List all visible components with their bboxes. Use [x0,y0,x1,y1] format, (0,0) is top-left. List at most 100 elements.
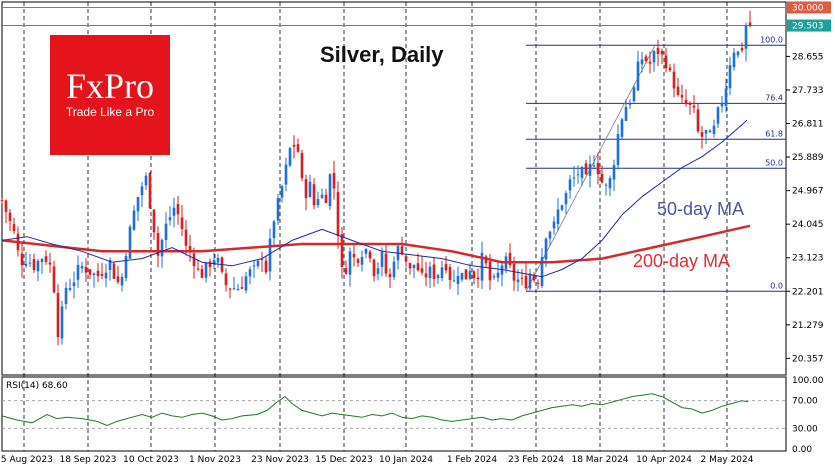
candle-body [296,144,300,152]
candle-body [324,194,328,204]
candle-body [452,280,456,282]
candle-body [672,71,676,89]
candle-body [52,266,56,293]
candle-body [332,172,336,189]
candle-body [552,221,556,229]
y-tick-label: 28.655 [792,52,824,62]
candle-body [696,109,700,132]
y-tick-label: 25.889 [792,153,824,163]
ma200-annotation: 200-day MA [633,251,730,271]
candle-body [80,266,84,269]
candle-body [616,134,620,166]
candle-body [244,276,248,291]
price-level-badge [787,1,831,14]
candle-body [536,282,540,284]
candle-body [604,184,608,186]
candle-body [412,264,416,269]
candle-body [692,105,696,108]
candle-body [680,94,684,98]
candle-body [560,205,564,210]
candle-body [748,22,752,26]
candle-body [368,251,372,259]
candle-body [424,273,428,278]
candle-body [708,130,712,133]
candle-body [336,192,340,237]
candle-body [628,103,632,105]
x-tick-label: 23 Feb 2024 [508,455,564,465]
fxpro-logo: FxPro Trade Like a Pro [50,35,170,155]
candle-body [420,268,424,273]
candle-body [720,102,724,107]
candle-body [456,275,460,285]
candle-body [648,61,652,64]
candle-body [364,249,368,254]
candle-body [276,198,280,221]
x-tick-label: 2 May 2024 [701,455,754,465]
candle-body [568,179,572,191]
ma200-line [1,224,751,264]
y-tick-label: 24.045 [792,220,824,230]
candle-body [468,271,472,279]
candle-body [28,262,32,264]
candle-body [632,87,636,102]
candle-body [528,273,532,289]
candle-body [76,264,80,280]
candle-body [88,269,92,275]
candle-body [104,272,108,279]
candle-body [232,288,236,290]
candle-body [380,251,384,267]
candle-body [180,217,184,229]
candle-body [248,269,252,277]
candle-body [148,172,152,209]
fxpro-logo-background [50,35,170,155]
candle-body [96,270,100,277]
rsi-indicator: 100.00 70.00 30.00 0.00 [1,376,824,455]
candlestick-series [0,10,752,346]
candle-body [112,263,116,279]
candle-body [152,209,156,233]
candle-body [580,166,584,178]
ma50-line [1,119,748,278]
candle-body [564,193,568,205]
candle-body [156,233,160,256]
candle-body [656,47,660,54]
x-tick-label: 10 Apr 2024 [636,455,692,465]
x-tick-label: 10 Jan 2024 [379,455,433,465]
candle-body [472,271,476,279]
candle-body [676,86,680,95]
x-tick-label: 18 Sep 2023 [59,455,116,465]
fib-level-label: 50.0 [765,158,783,167]
x-tick-label: 18 Mar 2024 [571,455,628,465]
y-tick-label: 26.811 [792,120,824,130]
chart-title: Silver, Daily [320,42,444,67]
y-tick-label: 21.279 [792,321,824,331]
candle-body [0,199,4,201]
candle-body [8,212,12,222]
rsi-y-tick-label: 30.00 [792,424,818,434]
candle-body [608,178,612,189]
candle-body [520,277,524,279]
candle-body [384,253,388,274]
x-tick-label: 25 Aug 2023 [0,455,53,465]
candle-body [540,256,544,286]
candle-body [144,175,148,186]
fxpro-tagline: Trade Like a Pro [66,105,155,119]
candle-body [728,65,732,89]
candle-body [308,181,312,198]
candle-body [140,186,144,196]
candle-body [292,144,296,147]
rsi-title: RSI(14) 68.60 [6,381,68,391]
candle-body [588,163,592,176]
candle-body [684,99,688,104]
candle-body [596,162,600,175]
candle-body [4,200,8,212]
price-level-label: 29.503 [792,22,824,32]
candle-body [172,207,176,216]
candle-body [92,273,96,276]
candle-body [136,196,140,212]
candle-body [68,288,72,290]
candle-body [372,259,376,277]
candle-body [116,276,120,283]
candle-body [516,279,520,283]
